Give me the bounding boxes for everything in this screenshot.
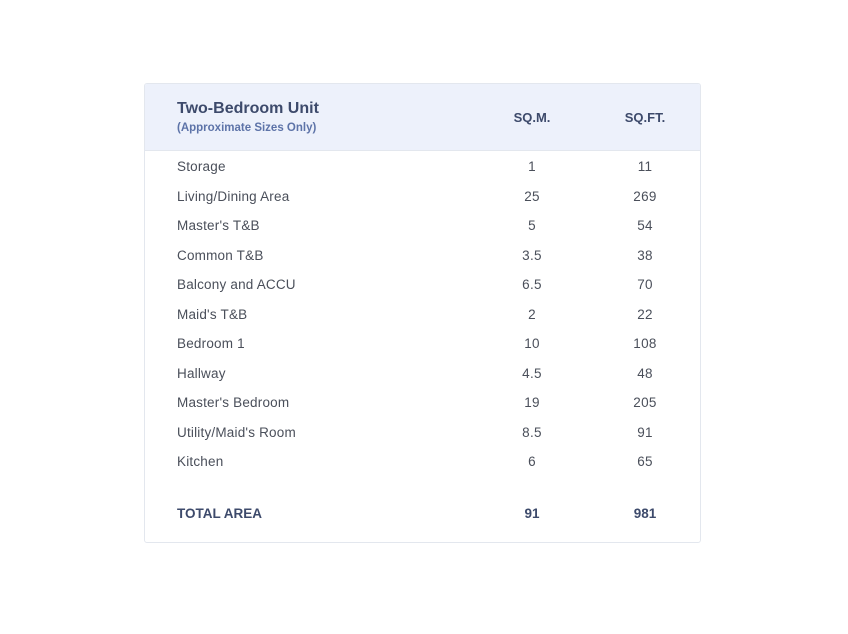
- total-sqft: 981: [633, 506, 657, 521]
- table-title: Two-Bedroom Unit: [177, 100, 319, 117]
- table-row: Master's Bedroom 19 205: [145, 387, 700, 417]
- row-label: Kitchen: [177, 454, 224, 469]
- table-row: Common T&B 3.5 38: [145, 240, 700, 270]
- row-label: Hallway: [177, 365, 226, 381]
- row-label: Common T&B: [177, 247, 264, 263]
- row-sqm: 19: [524, 395, 540, 410]
- row-sqm: 2: [528, 306, 536, 322]
- row-sqm: 25: [524, 188, 540, 204]
- row-sqm: 6.5: [522, 277, 542, 292]
- row-sqm: 6: [528, 454, 536, 469]
- row-sqm: 3.5: [522, 247, 542, 263]
- row-label: Living/Dining Area: [177, 188, 290, 204]
- row-sqft: 269: [633, 188, 657, 204]
- row-sqft: 48: [637, 365, 653, 381]
- table-row: Master's T&B 5 54: [145, 210, 700, 240]
- table-row: Storage 1 11: [145, 151, 700, 181]
- total-sqm: 91: [524, 506, 540, 521]
- table-row: Living/Dining Area 25 269: [145, 181, 700, 211]
- row-sqm: 1: [528, 159, 536, 174]
- table-row: Balcony and ACCU 6.5 70: [145, 269, 700, 299]
- row-label: Master's T&B: [177, 218, 260, 233]
- row-sqft: 108: [633, 336, 657, 351]
- row-sqft: 11: [637, 159, 653, 174]
- row-sqm: 4.5: [522, 365, 542, 381]
- row-sqft: 65: [637, 454, 653, 469]
- column-header-sqm: SQ.M.: [513, 110, 551, 125]
- row-sqft: 70: [637, 277, 653, 292]
- row-label: Balcony and ACCU: [177, 277, 296, 292]
- table-row: Utility/Maid's Room 8.5 91: [145, 417, 700, 447]
- row-sqm: 8.5: [522, 424, 542, 440]
- row-label: Utility/Maid's Room: [177, 424, 296, 440]
- table-row: Kitchen 6 65: [145, 446, 700, 476]
- table-body: Storage 1 11 Living/Dining Area 25 269 M…: [145, 151, 700, 476]
- row-sqft: 38: [637, 247, 653, 263]
- table-header: Two-Bedroom Unit (Approximate Sizes Only…: [145, 84, 700, 151]
- row-label: Maid's T&B: [177, 306, 248, 322]
- row-label: Master's Bedroom: [177, 395, 290, 410]
- row-sqm: 10: [524, 336, 540, 351]
- row-sqm: 5: [528, 218, 536, 233]
- table-subtitle: (Approximate Sizes Only): [177, 122, 317, 134]
- table-row: Hallway 4.5 48: [145, 358, 700, 388]
- row-label: Storage: [177, 159, 226, 174]
- table-row: Bedroom 1 10 108: [145, 328, 700, 358]
- row-sqft: 205: [633, 395, 657, 410]
- total-row: TOTAL AREA 91 981: [145, 504, 700, 528]
- total-label: TOTAL AREA: [177, 506, 263, 521]
- unit-size-table: Two-Bedroom Unit (Approximate Sizes Only…: [144, 83, 701, 543]
- row-sqft: 22: [637, 306, 653, 322]
- row-sqft: 54: [637, 218, 653, 233]
- row-label: Bedroom 1: [177, 336, 245, 351]
- column-header-sqft: SQ.FT.: [624, 110, 666, 125]
- row-sqft: 91: [637, 424, 653, 440]
- table-row: Maid's T&B 2 22: [145, 299, 700, 329]
